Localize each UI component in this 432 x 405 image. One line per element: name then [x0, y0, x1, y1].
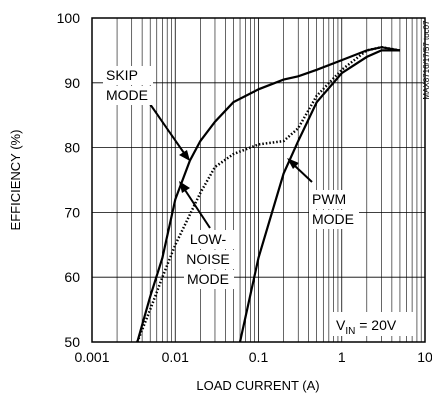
annotation: SKIP — [106, 67, 138, 83]
arrow — [149, 103, 185, 154]
condition-rest: = 20V — [355, 317, 397, 333]
annotation: MODE — [312, 211, 354, 227]
annotation-bg — [309, 190, 359, 209]
y-tick-label: 80 — [64, 140, 80, 156]
arrow — [294, 165, 313, 183]
series-line — [136, 45, 401, 343]
x-tick-label: 10 — [417, 349, 432, 365]
y-tick-label: 60 — [64, 269, 80, 285]
arrows — [149, 103, 313, 229]
condition-sub: IN — [345, 326, 355, 337]
annotation: MODE — [187, 271, 229, 287]
series-line — [238, 49, 400, 343]
y-tick-label: 50 — [64, 334, 80, 350]
condition-label: VIN = 20V — [336, 317, 397, 337]
arrow-head — [179, 181, 190, 193]
y-tick-label: 90 — [64, 75, 80, 91]
y-tick-label: 70 — [64, 204, 80, 220]
x-axis-label: LOAD CURRENT (A) — [196, 378, 319, 393]
arrow — [184, 189, 211, 229]
x-tick-label: 0.01 — [162, 349, 189, 365]
annotation-bg — [184, 250, 234, 269]
annotation-bg — [184, 270, 234, 289]
x-tick-label: 1 — [338, 349, 346, 365]
y-tick-label: 100 — [57, 10, 81, 26]
plot-frame — [91, 17, 426, 343]
annotation-bg — [309, 210, 359, 229]
annotation-bg — [103, 86, 153, 105]
x-tick-label: 0.1 — [249, 349, 269, 365]
side-note: MAX8716/17/57 toc07 — [422, 20, 431, 100]
annotation: LOW- — [190, 231, 227, 247]
y-axis-label: EFFICIENCY (%) — [8, 130, 23, 231]
annotation: MODE — [106, 87, 148, 103]
annotations: SKIP MODE LOW- NOISE MODE PWM MODE — [103, 66, 359, 289]
curves — [136, 45, 401, 343]
arrow-head — [287, 158, 299, 169]
annotation: NOISE — [186, 251, 230, 267]
x-tick-label: 0.001 — [74, 349, 109, 365]
annotation-bg — [184, 230, 234, 249]
condition-box — [330, 312, 416, 336]
series-line — [136, 46, 401, 343]
annotation-bg — [103, 66, 153, 85]
annotation: PWM — [312, 191, 346, 207]
arrow-head — [179, 150, 190, 161]
condition-main: V — [336, 317, 346, 333]
